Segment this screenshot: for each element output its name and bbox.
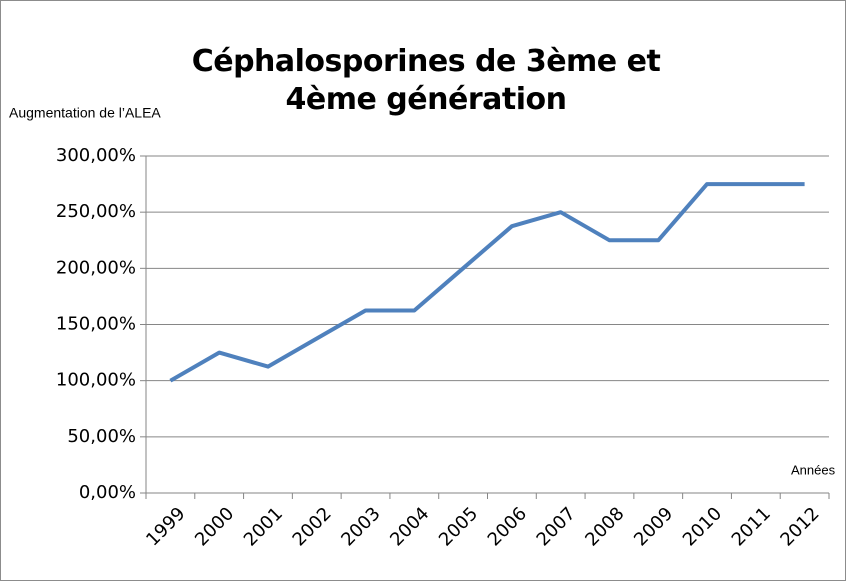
x-tick-label: 2000: [191, 503, 238, 550]
x-tick-label: 2002: [289, 503, 336, 550]
y-tick-label: 100,00%: [56, 370, 136, 391]
y-tick-label: 200,00%: [56, 257, 136, 278]
x-tick-label: 2007: [533, 503, 580, 550]
y-tick-label: 50,00%: [67, 426, 136, 447]
x-tick-label: 2010: [679, 503, 726, 550]
x-tick-label: 2011: [728, 503, 775, 550]
chart-title: Céphalosporines de 3ème et 4ème générati…: [191, 44, 661, 117]
x-tick-label: 2003: [337, 503, 384, 550]
x-tick-label: 2005: [435, 503, 482, 550]
x-tick-label: 2009: [630, 503, 677, 550]
x-tick-label: 2012: [776, 503, 823, 550]
x-axis-label: Années: [791, 462, 836, 477]
x-tick-label: 2006: [484, 503, 531, 550]
y-tick-label: 300,00%: [56, 145, 136, 166]
x-tick-label: 1999: [142, 503, 189, 550]
y-tick-label: 250,00%: [56, 201, 136, 222]
y-tick-label: 0,00%: [79, 482, 136, 503]
x-tick-label: 2008: [581, 503, 628, 550]
x-tick-label: 2004: [386, 503, 433, 550]
y-axis-label: Augmentation de l’ALEA: [9, 105, 161, 121]
data-line: [169, 182, 805, 383]
y-tick-label: 150,00%: [56, 314, 136, 335]
x-tick-label: 2001: [240, 503, 287, 550]
